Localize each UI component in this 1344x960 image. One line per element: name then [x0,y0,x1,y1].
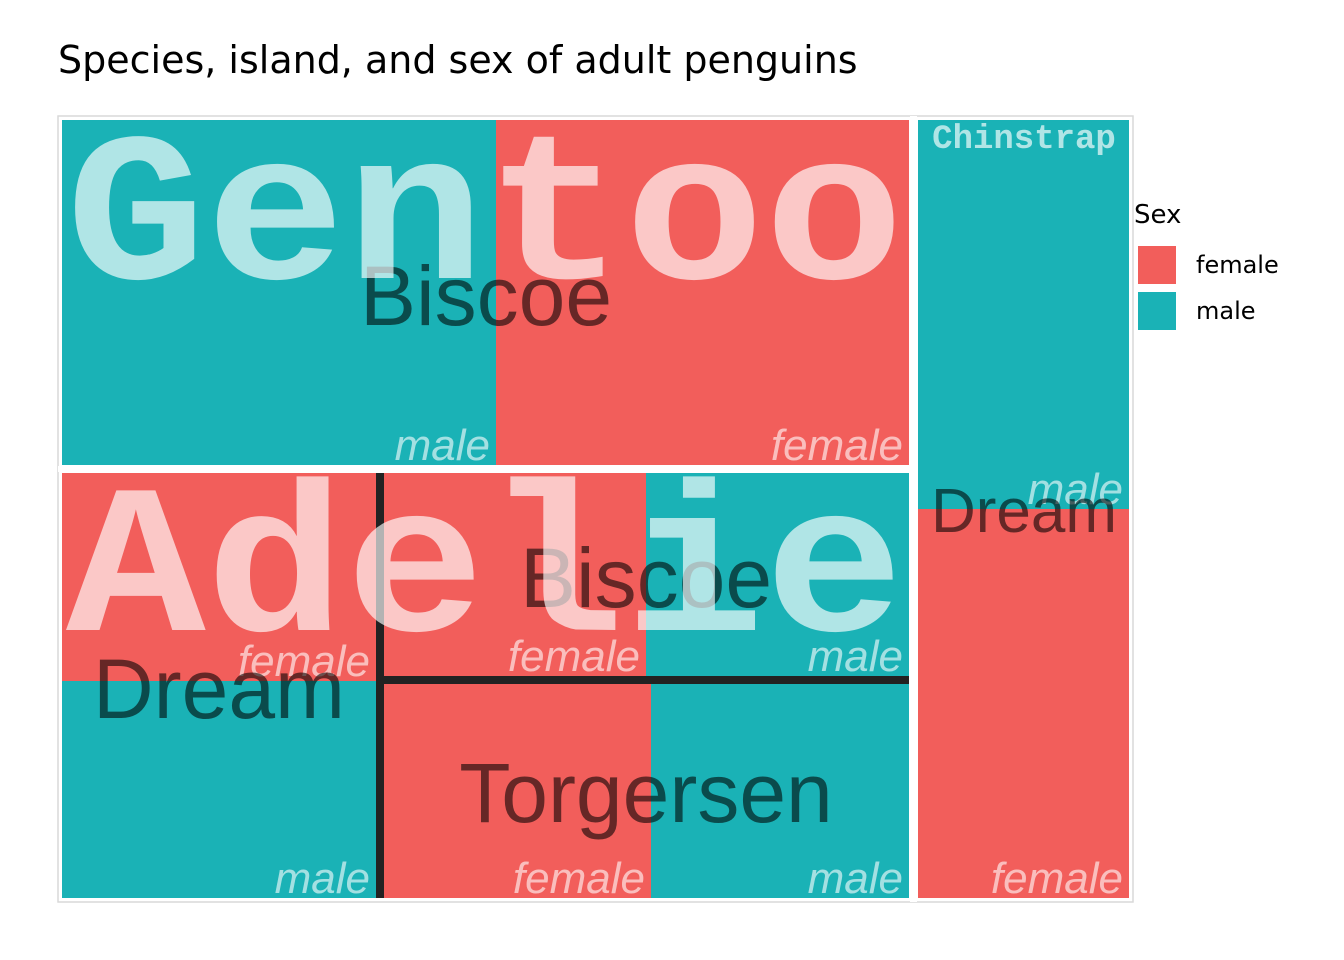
tile-adelie-dream-female [62,473,376,681]
sex-label-chinstrap-dream-female: female [991,854,1123,903]
legend-swatch-female [1138,246,1176,284]
sex-label-adelie-dream-male: male [275,854,370,903]
legend-item-female: female [1134,242,1279,288]
sex-label-adelie-torgersen-male: male [808,854,903,903]
sex-label-adelie-biscoe-female: female [508,632,640,681]
legend-label-female: female [1196,251,1279,279]
legend-label-male: male [1196,297,1256,325]
tile-gentoo-biscoe-female [496,120,909,465]
tile-adelie-biscoe-male [646,473,909,676]
island-label-adelie-biscoe: Biscoe [520,531,772,625]
tile-chinstrap-dream-male [918,120,1129,509]
tile-chinstrap-dream-female [918,509,1129,898]
island-label-adelie-torgersen: Torgersen [459,746,833,840]
species-label-gentoo: Gentoo [66,102,904,342]
island-label-adelie-dream: Dream [93,642,345,736]
tile-adelie-biscoe-female [384,473,646,676]
species-label-chinstrap: Chinstrap [932,121,1116,159]
legend-item-male: male [1134,288,1279,334]
tile-adelie-torgersen-male [651,684,909,898]
tile-gentoo-biscoe-male [62,120,496,465]
island-label-gentoo-biscoe: Biscoe [360,249,612,343]
island-label-chinstrap-dream: Dream [931,477,1117,546]
legend-title: Sex [1134,200,1182,230]
sex-label-gentoo-biscoe-male: male [395,421,490,470]
legend: Sex female male [1134,200,1279,334]
legend-swatch-male [1138,292,1176,330]
page-title: Species, island, and sex of adult pengui… [58,38,858,82]
sex-label-gentoo-biscoe-female: female [771,421,903,470]
sex-label-adelie-dream-female: female [238,637,370,686]
sex-label-chinstrap-dream-male: male [1028,465,1123,514]
plot-frame [57,115,1134,903]
tile-adelie-dream-male [62,681,376,898]
sex-label-adelie-torgersen-female: female [513,854,645,903]
tile-adelie-torgersen-female [384,684,651,898]
species-label-adelie: Adelie [66,454,904,694]
sex-label-adelie-biscoe-male: male [808,632,903,681]
